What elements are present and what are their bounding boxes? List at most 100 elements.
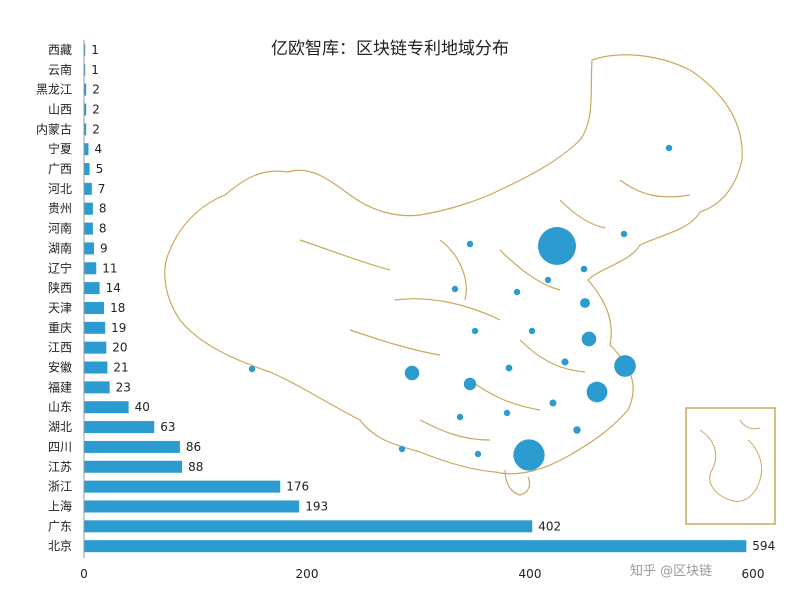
- map-bubble: [528, 327, 536, 335]
- category-labels: 西藏云南黑龙江山西内蒙古宁夏广西河北贵州河南湖南辽宁陕西天津重庆江西安徽福建山东…: [36, 43, 72, 553]
- map-bubble: [586, 381, 608, 403]
- value-label: 63: [160, 420, 175, 434]
- category-label: 广西: [48, 162, 72, 176]
- map-bubble: [463, 377, 477, 391]
- map-bubble: [471, 327, 479, 335]
- map-bubble: [581, 331, 597, 347]
- bar: [84, 480, 281, 493]
- bar: [84, 242, 95, 255]
- bar: [84, 460, 183, 473]
- category-label: 江西: [48, 341, 72, 355]
- category-label: 江苏: [48, 460, 72, 474]
- map-bubble: [665, 144, 673, 152]
- category-label: 重庆: [48, 321, 72, 335]
- china-map-outline: [164, 54, 743, 496]
- category-label: 天津: [48, 301, 72, 315]
- map-bubble: [614, 355, 636, 377]
- category-label: 湖南: [48, 240, 72, 255]
- value-label: 176: [286, 480, 309, 494]
- bar: [84, 321, 106, 334]
- category-label: 贵州: [48, 202, 72, 216]
- value-label: 40: [135, 400, 150, 414]
- value-label: 18: [110, 301, 125, 315]
- bar: [84, 540, 747, 553]
- bar: [84, 421, 155, 434]
- x-tick-label: 400: [519, 567, 542, 581]
- value-label: 8: [99, 222, 107, 236]
- category-label: 上海: [48, 498, 72, 513]
- map-bubble: [505, 364, 513, 372]
- category-label: 辽宁: [48, 260, 72, 275]
- map-bubble: [538, 227, 576, 265]
- bar: [84, 361, 108, 374]
- value-label: 21: [113, 361, 128, 375]
- category-label: 云南: [48, 62, 72, 77]
- chart-title: 亿欧智库：区块链专利地域分布: [271, 39, 509, 59]
- map-bubble: [513, 288, 521, 296]
- value-label: 14: [106, 281, 121, 295]
- value-label: 88: [188, 460, 203, 474]
- bar: [84, 43, 86, 56]
- map-bubble: [544, 276, 552, 284]
- inset-map: [685, 407, 776, 525]
- bar: [84, 401, 129, 414]
- bar: [84, 63, 86, 76]
- bar: [84, 301, 105, 314]
- bar: [84, 182, 92, 195]
- bar: [84, 500, 300, 513]
- value-label: 5: [96, 162, 104, 176]
- map-bubble: [513, 439, 545, 471]
- value-label: 2: [92, 122, 100, 136]
- map-bubble: [456, 413, 464, 421]
- bar: [84, 123, 87, 136]
- map-bubble: [561, 358, 569, 366]
- value-labels: 1122245788911141819202123406386881761934…: [91, 43, 775, 553]
- category-label: 陕西: [48, 280, 72, 295]
- bar: [84, 163, 90, 176]
- value-label: 11: [102, 261, 117, 275]
- bar: [84, 202, 93, 215]
- category-label: 黑龙江: [36, 83, 72, 97]
- map-bubble: [620, 230, 628, 238]
- bar-series: [84, 43, 747, 553]
- map-bubbles: [248, 144, 673, 471]
- bar: [84, 83, 87, 96]
- value-label: 1: [91, 63, 99, 77]
- value-label: 9: [100, 241, 108, 255]
- map-bubble: [503, 409, 511, 417]
- x-tick-label: 200: [296, 567, 319, 581]
- value-label: 8: [99, 202, 107, 216]
- value-label: 402: [538, 519, 561, 533]
- map-bubble: [549, 399, 557, 407]
- value-label: 20: [112, 341, 127, 355]
- value-label: 4: [94, 142, 102, 156]
- bar: [84, 143, 89, 156]
- bar: [84, 381, 110, 394]
- category-label: 宁夏: [48, 141, 72, 156]
- bar: [84, 341, 107, 354]
- bar: [84, 440, 180, 453]
- map-bubble: [404, 365, 420, 381]
- category-label: 西藏: [48, 43, 72, 57]
- bar: [84, 103, 87, 116]
- x-axis: 0 200 400 600: [80, 40, 764, 581]
- value-label: 7: [98, 182, 106, 196]
- category-label: 湖北: [48, 419, 72, 434]
- category-label: 河南: [48, 221, 72, 236]
- x-tick-label: 0: [80, 567, 88, 581]
- value-label: 86: [186, 440, 201, 454]
- category-label: 山西: [48, 102, 72, 116]
- category-label: 广东: [48, 519, 72, 533]
- value-label: 193: [305, 499, 328, 513]
- map-bubble: [248, 365, 256, 373]
- map-bubble: [451, 285, 459, 293]
- category-label: 山东: [48, 400, 72, 414]
- category-label: 内蒙古: [36, 121, 72, 136]
- value-label: 1: [91, 43, 99, 57]
- value-label: 19: [111, 321, 126, 335]
- map-bubble: [580, 265, 588, 273]
- bar: [84, 222, 93, 235]
- value-label: 23: [116, 380, 131, 394]
- map-bubble: [573, 426, 581, 434]
- x-tick-label: 600: [742, 567, 765, 581]
